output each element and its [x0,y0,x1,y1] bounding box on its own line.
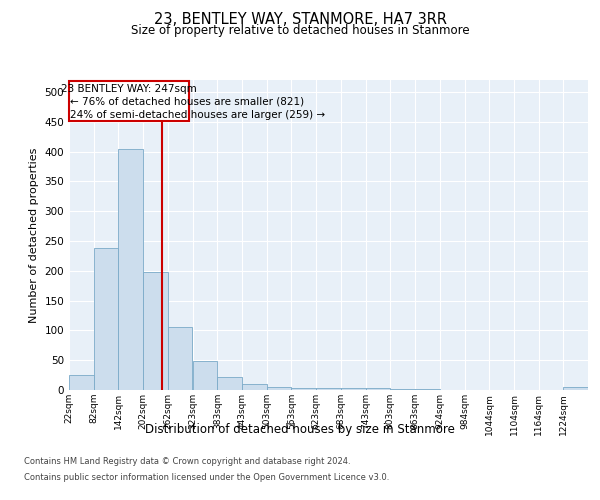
Text: Distribution of detached houses by size in Stanmore: Distribution of detached houses by size … [145,422,455,436]
Bar [242,384,267,390]
Bar [193,362,217,390]
Text: 23 BENTLEY WAY: 247sqm: 23 BENTLEY WAY: 247sqm [61,84,197,94]
Bar [69,375,94,390]
Bar [143,272,168,390]
Bar [292,388,316,390]
Text: ← 76% of detached houses are smaller (821): ← 76% of detached houses are smaller (82… [70,96,304,106]
Text: Contains HM Land Registry data © Crown copyright and database right 2024.: Contains HM Land Registry data © Crown c… [24,458,350,466]
Bar [217,377,242,390]
Bar [341,388,365,390]
Text: Size of property relative to detached houses in Stanmore: Size of property relative to detached ho… [131,24,469,37]
Text: 23, BENTLEY WAY, STANMORE, HA7 3RR: 23, BENTLEY WAY, STANMORE, HA7 3RR [154,12,446,28]
Bar [365,388,390,390]
Bar [94,248,118,390]
Bar [316,388,341,390]
Bar [168,328,193,390]
Text: Contains public sector information licensed under the Open Government Licence v3: Contains public sector information licen… [24,472,389,482]
Y-axis label: Number of detached properties: Number of detached properties [29,148,39,322]
Bar [267,387,292,390]
Bar [563,387,588,390]
Bar [69,81,190,120]
Text: 24% of semi-detached houses are larger (259) →: 24% of semi-detached houses are larger (… [70,110,325,120]
Bar [118,148,143,390]
